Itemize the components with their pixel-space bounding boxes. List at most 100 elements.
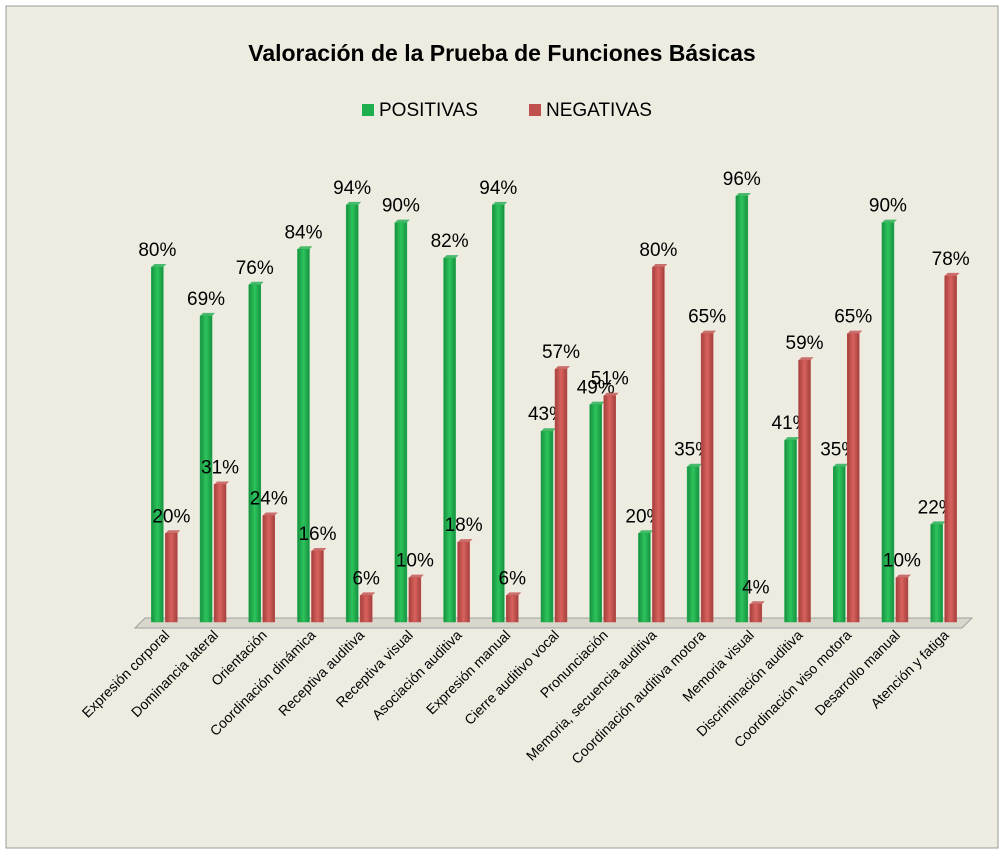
value-label: 20% [152,506,190,527]
bar-top [701,330,717,334]
bar-top [408,574,424,578]
value-label: 84% [284,222,322,243]
bar-top [652,264,668,267]
bar [151,266,164,623]
bar-top [881,219,897,223]
bar-top [944,272,960,276]
legend-label: POSITIVAS [379,100,478,121]
bar [832,466,846,623]
bar-top [443,255,459,259]
bar [944,275,957,623]
value-label: 69% [187,289,225,310]
bar [700,333,714,623]
bar [540,430,554,623]
bar-top [798,357,814,361]
bar [311,550,324,623]
bar [784,439,797,623]
value-label: 24% [250,489,288,510]
bar [443,257,456,623]
bar-top [214,481,230,485]
value-label: 16% [298,524,336,545]
bar-top [297,246,313,250]
bar [554,368,568,623]
value-label: 31% [201,457,239,478]
value-label: 49% [577,378,615,399]
bar-top [165,530,181,534]
bar-top [151,264,167,267]
legend-swatch [529,104,541,116]
value-label: 65% [688,307,726,328]
bar-top [457,539,473,543]
value-label: 4% [742,577,770,598]
value-label: 90% [869,196,907,217]
bar [735,195,749,623]
value-label: 80% [639,240,677,261]
bar [408,577,422,623]
bar-top [687,463,703,467]
bar-top [541,428,556,432]
bar [213,484,227,623]
bar-top [555,366,570,370]
legend-label: NEGATIVAS [546,100,652,121]
value-label: 65% [834,307,872,328]
bar-top [248,281,264,285]
bar [248,284,262,623]
bar-top [311,548,327,551]
value-label: 10% [396,551,434,572]
bar-top [930,521,946,525]
bar-top [749,601,765,605]
value-label: 10% [883,551,921,572]
value-label: 76% [236,258,274,279]
bar [262,515,276,623]
value-label: 90% [382,196,420,217]
bar-top [895,574,911,578]
value-label: 82% [431,231,469,252]
value-label: 94% [333,178,371,199]
bar [930,524,943,623]
bar-top [847,330,863,334]
bar [297,249,310,623]
value-label: 59% [786,333,824,354]
value-label: 6% [352,568,380,589]
bar [589,404,602,623]
bar [895,577,909,623]
value-label: 96% [723,169,761,190]
bar [359,595,373,623]
bar [638,533,651,623]
bar-top [833,463,849,467]
value-label: 51% [591,369,629,390]
value-label: 80% [138,240,176,261]
bar-top [492,201,508,205]
value-label: 18% [445,515,483,536]
floor [133,617,974,629]
bar-top [200,312,216,316]
bar [798,359,811,623]
bar-top [784,437,800,441]
bar-top [346,201,362,205]
bar [749,604,763,623]
value-label: 94% [479,178,517,199]
bar [457,541,470,623]
bar-top [735,193,751,196]
bar [492,204,505,623]
value-label: 57% [542,342,580,363]
bar [846,333,860,623]
bar-top [360,592,376,596]
bar [165,533,178,623]
bar-top [394,219,410,223]
bar [345,204,359,623]
bar [603,395,616,623]
bar [686,466,700,623]
value-label: 78% [932,249,970,270]
bar-top [589,401,605,405]
bar-top [262,512,278,516]
bar [506,595,519,623]
bar-top [638,530,654,534]
bar-top [506,592,522,596]
chart-title: Valoración de la Prueba de Funciones Bás… [248,40,755,66]
legend-swatch [362,104,374,116]
bar [652,266,665,623]
bar-top [603,392,619,396]
value-label: 6% [499,568,527,589]
